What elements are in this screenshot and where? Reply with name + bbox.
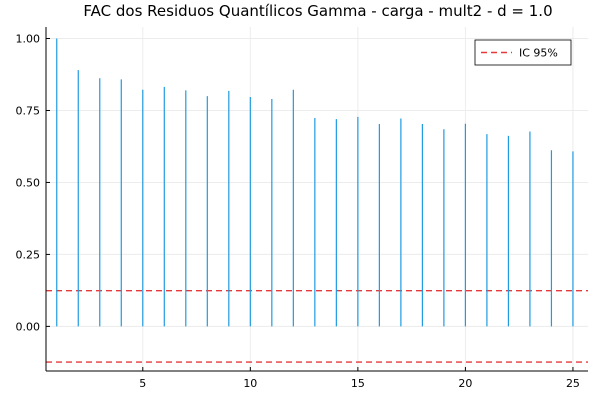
axes — [45, 27, 588, 372]
x-tick-label-0: 5 — [139, 377, 146, 390]
x-tick-label-4: 25 — [566, 377, 580, 390]
x-tick-label-3: 20 — [458, 377, 472, 390]
x-tick-label-1: 10 — [243, 377, 257, 390]
y-tick-label-2: 0.50 — [16, 176, 41, 189]
confidence-band — [46, 290, 588, 363]
legend: IC 95% — [474, 39, 572, 66]
chart-title: FAC dos Residuos Quantílicos Gamma - car… — [83, 2, 552, 20]
x-tick-label-2: 15 — [351, 377, 365, 390]
y-tick-label-0: 0.00 — [16, 320, 41, 333]
x-axis-ticks: 5 10 15 20 25 — [139, 367, 580, 390]
y-tick-label-3: 0.75 — [16, 104, 41, 117]
grid — [46, 27, 588, 371]
y-tick-label-1: 0.25 — [16, 248, 41, 261]
acf-bars — [56, 38, 574, 327]
legend-ci-label: IC 95% — [519, 47, 558, 60]
y-axis-ticks: 0.00 0.25 0.50 0.75 1.00 — [16, 33, 50, 333]
y-tick-label-4: 1.00 — [16, 33, 41, 46]
